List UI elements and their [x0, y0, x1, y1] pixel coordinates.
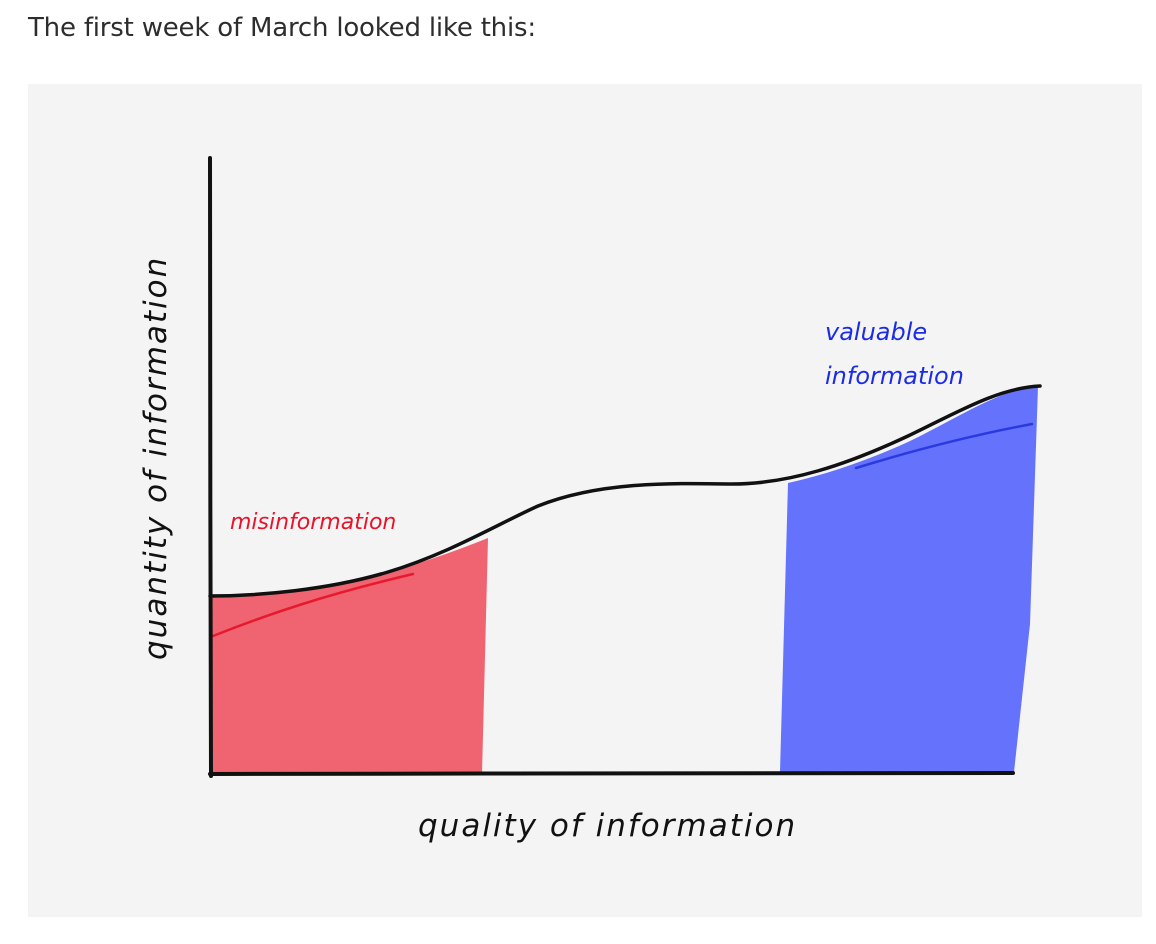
y-axis — [208, 156, 213, 778]
x-axis — [208, 771, 1015, 776]
misinformation-region-stroke — [211, 572, 415, 638]
misinformation-region — [210, 538, 488, 774]
intro-text: The first week of March looked like this… — [28, 13, 536, 43]
valuable-label-line-1: valuable — [825, 318, 927, 346]
diagram-figure: misinformation valuable information qual… — [28, 84, 1142, 917]
misinformation-label: misinformation — [230, 510, 396, 535]
valuable-information-region-stroke — [854, 422, 1034, 470]
information-curve — [208, 384, 1042, 598]
valuable-information-region — [780, 386, 1038, 772]
diagram-svg: misinformation valuable information qual… — [138, 156, 1042, 844]
x-axis-label: quality of information — [418, 808, 797, 844]
valuable-label-line-2: information — [825, 362, 964, 390]
y-axis-label: quantity of information — [138, 256, 174, 660]
